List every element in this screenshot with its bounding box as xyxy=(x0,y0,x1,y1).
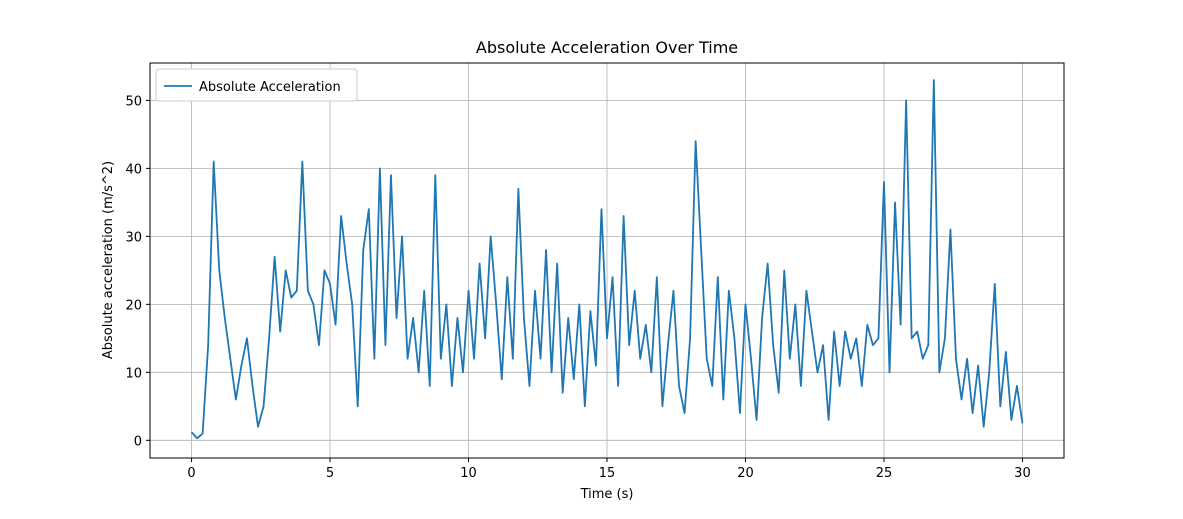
x-tick-label: 30 xyxy=(1014,466,1031,481)
y-tick-label: 10 xyxy=(125,366,142,381)
x-tick-label: 15 xyxy=(599,466,616,481)
x-axis-label: Time (s) xyxy=(580,487,634,502)
axes-frame xyxy=(149,62,1065,459)
x-tick-label: 10 xyxy=(460,466,477,481)
x-tick-label: 5 xyxy=(326,466,334,481)
data-line xyxy=(190,79,1024,440)
y-axis-label: Absolute acceleration (m/s^2) xyxy=(101,161,116,359)
x-tick-label: 25 xyxy=(876,466,893,481)
legend-box xyxy=(155,68,358,102)
y-tick-label: 20 xyxy=(125,298,142,313)
chart-title: Absolute Acceleration Over Time xyxy=(476,38,738,57)
y-tick-label: 40 xyxy=(125,162,142,177)
x-tick-label: 0 xyxy=(187,466,195,481)
y-tick-label: 0 xyxy=(134,434,142,449)
legend-label: Absolute Acceleration xyxy=(199,80,341,95)
y-tick-label: 50 xyxy=(125,94,142,109)
y-tick-label: 30 xyxy=(125,230,142,245)
x-tick-label: 20 xyxy=(737,466,754,481)
